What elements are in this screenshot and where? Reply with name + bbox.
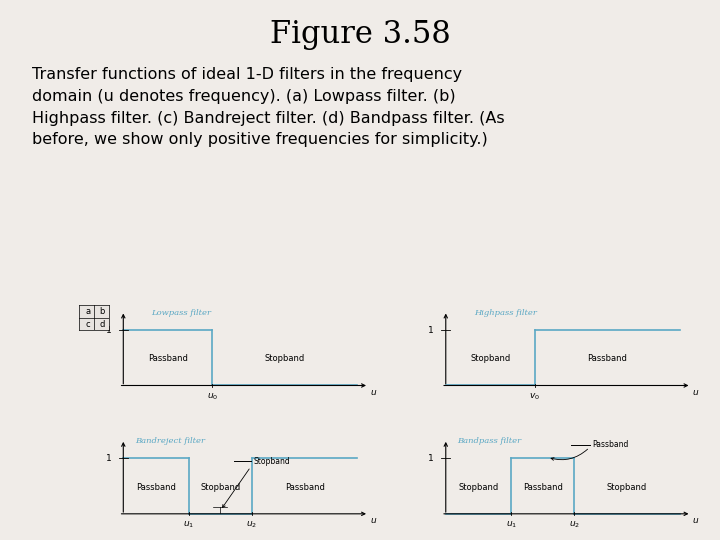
Text: $u$: $u$	[693, 388, 700, 397]
Text: a: a	[85, 307, 90, 316]
Text: 1: 1	[428, 454, 434, 463]
Text: 1: 1	[106, 454, 112, 463]
Text: Stopband: Stopband	[200, 483, 240, 492]
Text: Stopband: Stopband	[459, 483, 499, 492]
Text: c: c	[86, 320, 90, 329]
Text: Transfer functions of ideal 1-D filters in the frequency
domain (u denotes frequ: Transfer functions of ideal 1-D filters …	[32, 68, 505, 147]
Text: b: b	[99, 307, 104, 316]
Text: $u_2$: $u_2$	[246, 519, 258, 530]
Text: $u_0$: $u_0$	[207, 391, 218, 402]
Text: Passband: Passband	[523, 483, 563, 492]
Text: Passband: Passband	[148, 354, 188, 363]
Text: Highpass filter: Highpass filter	[474, 309, 536, 317]
Text: Bandreject filter: Bandreject filter	[135, 437, 205, 446]
Text: Figure 3.58: Figure 3.58	[269, 19, 451, 50]
Text: $u$: $u$	[370, 516, 377, 525]
Text: $u$: $u$	[693, 516, 700, 525]
Text: Passband: Passband	[588, 354, 627, 363]
Text: Passband: Passband	[592, 440, 629, 449]
Text: Bandpass filter: Bandpass filter	[457, 437, 521, 446]
Text: Stopband: Stopband	[607, 483, 647, 492]
Text: $u_1$: $u_1$	[183, 519, 194, 530]
Text: Passband: Passband	[136, 483, 176, 492]
Text: $u_2$: $u_2$	[569, 519, 580, 530]
Text: Stopband: Stopband	[470, 354, 510, 363]
Text: d: d	[99, 320, 104, 329]
Text: 1: 1	[428, 326, 434, 335]
Text: $u$: $u$	[370, 388, 377, 397]
Text: 1: 1	[106, 326, 112, 335]
Text: $v_0$: $v_0$	[529, 391, 540, 402]
Text: Stopband: Stopband	[253, 457, 290, 465]
Text: Passband: Passband	[284, 483, 325, 492]
Text: $u_1$: $u_1$	[505, 519, 517, 530]
Text: Stopband: Stopband	[264, 354, 305, 363]
Text: Lowpass filter: Lowpass filter	[151, 309, 212, 317]
